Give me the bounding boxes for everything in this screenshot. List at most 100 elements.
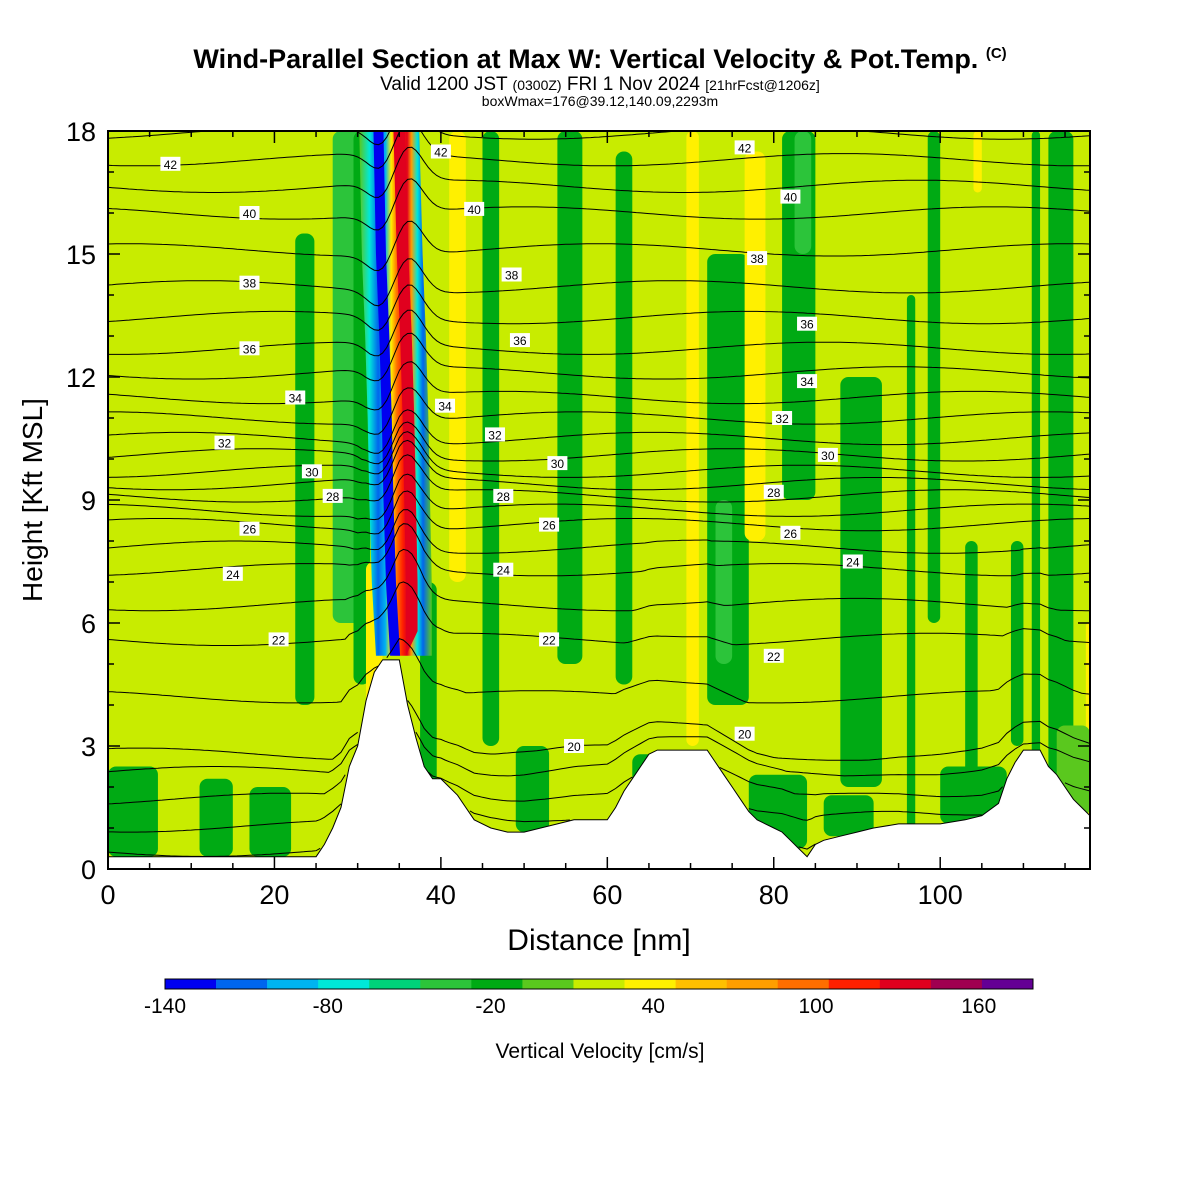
contour-label: 40: [780, 189, 801, 205]
contour-label-text: 28: [326, 490, 340, 504]
theta-line: [108, 220, 1090, 272]
velocity-band: [686, 131, 699, 746]
valid-utc: (0300Z): [512, 77, 562, 93]
colorbar-swatch: [522, 979, 574, 989]
velocity-band: [557, 131, 583, 664]
colorbar-tick-label: -80: [313, 995, 343, 1018]
theta-line: [108, 766, 1090, 805]
contour-label: 38: [501, 267, 522, 283]
contour-label: 30: [817, 447, 838, 463]
contour-label-box: [214, 435, 235, 450]
velocity-band: [615, 151, 633, 685]
contour-label-box: [797, 374, 818, 389]
colorbar: [164, 978, 1034, 990]
contour-label-text: 40: [243, 207, 257, 221]
contour-label-text: 38: [750, 252, 764, 266]
contour-label-box: [747, 251, 768, 266]
contour-label-text: 26: [243, 523, 257, 537]
x-tick-label: 80: [759, 880, 789, 910]
theta-line: [108, 284, 1090, 331]
contour-label-box: [493, 488, 514, 503]
theta-line: [108, 431, 1090, 478]
contour-label-text: 20: [567, 740, 581, 754]
colorbar-tick-label: -20: [475, 995, 505, 1018]
contour-label-box: [539, 632, 560, 647]
axis-ticks: [107, 130, 1090, 870]
theta-line: [108, 78, 1090, 124]
contour-label: 40: [239, 206, 260, 221]
contour-label-box: [772, 411, 793, 425]
theta-line: [108, 523, 1090, 577]
y-tick-label: 0: [81, 855, 96, 885]
velocity-band: [965, 541, 978, 787]
contour-label-text: 32: [218, 437, 232, 451]
theta-line: [108, 387, 1090, 435]
contour-label: 40: [464, 201, 485, 217]
velocity-shading: [108, 131, 1090, 857]
contour-label-text: 38: [505, 269, 519, 283]
contour-label-text: 40: [467, 203, 481, 217]
velocity-band: [108, 766, 158, 857]
colorbar-tick-labels: -140 -80 -20 40 100 160: [144, 995, 996, 1018]
contour-label: 22: [268, 632, 289, 647]
contour-label: 42: [160, 156, 181, 172]
y-tick-label: 9: [81, 486, 96, 516]
contour-label-text: 30: [551, 457, 565, 471]
contour-label-text: 22: [767, 650, 781, 664]
contour-label-box: [239, 206, 260, 220]
contour-label-box: [268, 632, 289, 647]
velocity-band: [744, 151, 766, 541]
downdraft-core: [373, 131, 401, 656]
theta-line: [108, 131, 1090, 169]
colorbar-swatch: [930, 979, 983, 989]
theta-line: [108, 803, 982, 833]
velocity-band: [715, 500, 733, 664]
contour-label-text: 28: [497, 490, 511, 504]
contour-label-text: 38: [243, 277, 257, 291]
colorbar-swatch: [828, 979, 881, 989]
contour-label: 34: [435, 398, 456, 414]
colorbar-swatch: [675, 979, 727, 989]
contour-label: 28: [322, 488, 343, 504]
contour-label-box: [222, 566, 243, 581]
x-tick-labels: 0 20 40 60 80 100: [100, 880, 962, 910]
contour-label-text: 42: [738, 141, 752, 155]
x-tick-label: 100: [918, 880, 963, 910]
theta-line: [108, 131, 1090, 146]
theta-line: [108, 731, 1090, 777]
contour-label-text: 28: [767, 486, 781, 500]
contour-label-text: 24: [846, 556, 860, 570]
contour-labels: 42 42 42 40 40 40 38 38 38 36 36 36 34 34 34 32 32 32 30 30…: [160, 140, 863, 754]
y-tick-label: 6: [81, 609, 96, 639]
contour-label-box: [493, 562, 514, 577]
contour-label-box: [160, 156, 181, 171]
contour-label: 32: [484, 427, 505, 442]
contour-label-box: [285, 390, 306, 405]
contour-label: 30: [547, 456, 568, 471]
colorbar-tick-label: 40: [642, 995, 665, 1018]
valid-prefix: Valid 1200 JST: [380, 74, 508, 95]
contour-label: 26: [780, 525, 801, 541]
plot-area: 42 42 42 40 40 40 38 38 38 36 36 36 34 34 34 32 32 32 30 30…: [108, 78, 1090, 869]
contour-label-box: [780, 189, 801, 204]
velocity-band: [1010, 541, 1024, 746]
x-tick-label: 20: [259, 880, 289, 910]
theta-line: [108, 637, 1090, 704]
valid-date: FRI 1 Nov 2024: [566, 74, 700, 95]
theta-line: [108, 309, 1090, 357]
contour-label-text: 32: [775, 412, 789, 426]
contour-label: 28: [493, 488, 514, 504]
contour-label-box: [239, 275, 260, 290]
colorbar-swatch: [216, 979, 268, 989]
y-tick-label: 15: [66, 240, 96, 270]
contour-label-box: [322, 488, 343, 503]
velocity-band: [840, 377, 882, 787]
colorbar-swatch: [777, 979, 830, 989]
contour-label: 34: [285, 390, 306, 406]
y-axis-label: Height [Kft MSL]: [17, 398, 48, 602]
contour-label-box: [464, 201, 485, 216]
contour-label-text: 26: [542, 519, 556, 533]
velocity-band: [449, 131, 466, 582]
contour-label: 22: [763, 648, 784, 664]
contour-label-box: [797, 316, 818, 331]
